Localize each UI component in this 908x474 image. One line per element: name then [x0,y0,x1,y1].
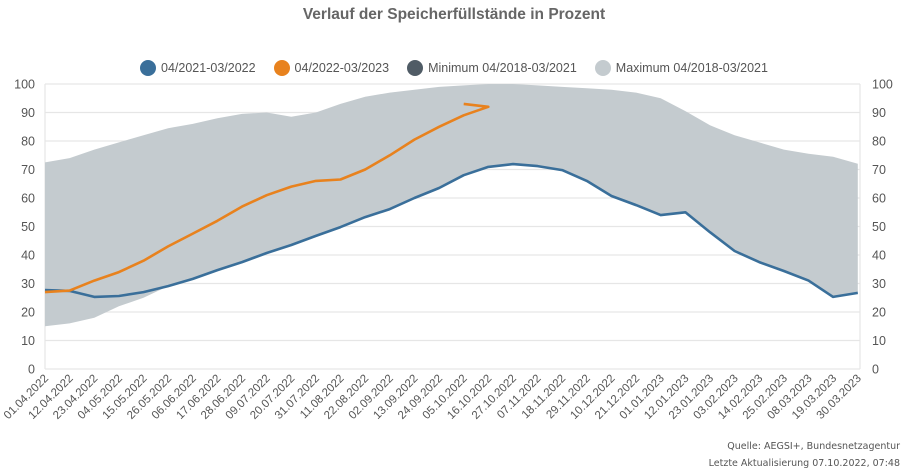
y-tick-label: 60 [872,192,886,206]
legend-label: 04/2021-03/2022 [161,61,256,75]
legend-dot-icon [140,60,157,76]
y-tick-label: 80 [21,135,35,149]
y-tick-label: 30 [872,277,886,291]
min-max-band [45,84,858,327]
legend-label: Maximum 04/2018-03/2021 [615,61,768,75]
y-tick-label: 70 [21,163,35,177]
y-tick-label: 50 [872,220,886,234]
y-tick-label: 0 [28,363,35,377]
y-tick-label: 90 [872,106,886,120]
y-tick-label: 80 [872,135,886,149]
y-tick-label: 70 [872,163,886,177]
series-line-2021-2022 [44,162,859,299]
y-axis-right: 0 10 20 30 40 50 60 70 80 90 100 [872,78,893,377]
y-tick-label: 100 [14,78,35,92]
y-tick-label: 20 [872,306,886,320]
source-note: Quelle: AEGSI+, Bundesnetzagentur Letzte… [709,438,900,472]
legend-label: Minimum 04/2018-03/2021 [428,61,577,75]
y-tick-label: 50 [21,220,35,234]
y-tick-label: 30 [21,277,35,291]
legend-dot-icon [594,60,611,76]
y-tick-label: 10 [21,334,35,348]
y-tick-label: 40 [21,249,35,263]
chart-title: Verlauf der Speicherfüllstände in Prozen… [302,6,606,23]
legend-item-2021-2022[interactable]: 04/2021-03/2022 [140,60,256,76]
last-update-label: Letzte Aktualisierung 07.10.2022, 07:48 [708,458,900,469]
y-tick-label: 0 [872,363,879,377]
source-label: Quelle: AEGSI+, Bundesnetzagentur [727,441,900,452]
series-line-2022-2023 [44,102,490,294]
y-tick-label: 100 [872,78,893,92]
legend-item-minimum[interactable]: Minimum 04/2018-03/2021 [407,60,577,76]
legend-item-maximum[interactable]: Maximum 04/2018-03/2021 [594,60,768,76]
y-tick-label: 40 [872,249,886,263]
legend-item-2022-2023[interactable]: 04/2022-03/2023 [273,60,390,76]
y-tick-label: 90 [21,106,35,120]
legend-dot-icon [273,60,290,76]
x-axis: 01.04.202212.04.202223.04.202204.05.2022… [2,373,864,422]
y-tick-label: 10 [872,334,886,348]
legend: 04/2021-03/2022 04/2022-03/2023 Minimum … [0,60,908,76]
y-axis-left: 0 10 20 30 40 50 60 70 80 90 100 [14,78,35,377]
y-tick-label: 60 [21,192,35,206]
legend-label: 04/2022-03/2023 [294,61,390,75]
legend-dot-icon [407,60,424,76]
y-tick-label: 20 [21,306,35,320]
